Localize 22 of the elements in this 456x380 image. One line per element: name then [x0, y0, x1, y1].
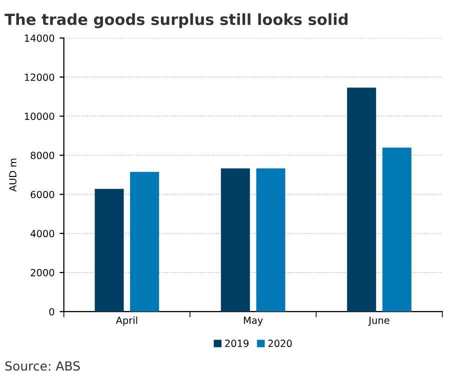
y-axis-title: AUD m	[9, 158, 16, 192]
bar	[382, 148, 412, 312]
legend-label: 2019	[225, 340, 249, 348]
bar	[94, 188, 124, 312]
y-tick-label: 8000	[30, 152, 54, 160]
y-tick-label: 2000	[30, 268, 54, 276]
bar	[220, 168, 250, 312]
bar	[347, 88, 376, 312]
source-note: Source: ABS	[5, 361, 80, 371]
y-tick-label: 10000	[24, 112, 54, 120]
chart-title: The trade goods surplus still looks solid	[4, 13, 348, 28]
y-tick-label: 6000	[30, 190, 54, 198]
x-tick-label: June	[368, 316, 390, 326]
y-tick-label: 12000	[24, 74, 54, 81]
x-tick-label: April	[116, 316, 138, 326]
bar	[256, 168, 286, 312]
x-tick-label: May	[244, 316, 263, 326]
bar	[130, 172, 160, 312]
y-tick-label: 0	[49, 308, 54, 316]
y-tick-label: 4000	[30, 230, 54, 238]
legend-label: 2020	[268, 340, 292, 348]
y-tick-label: 14000	[24, 34, 54, 42]
